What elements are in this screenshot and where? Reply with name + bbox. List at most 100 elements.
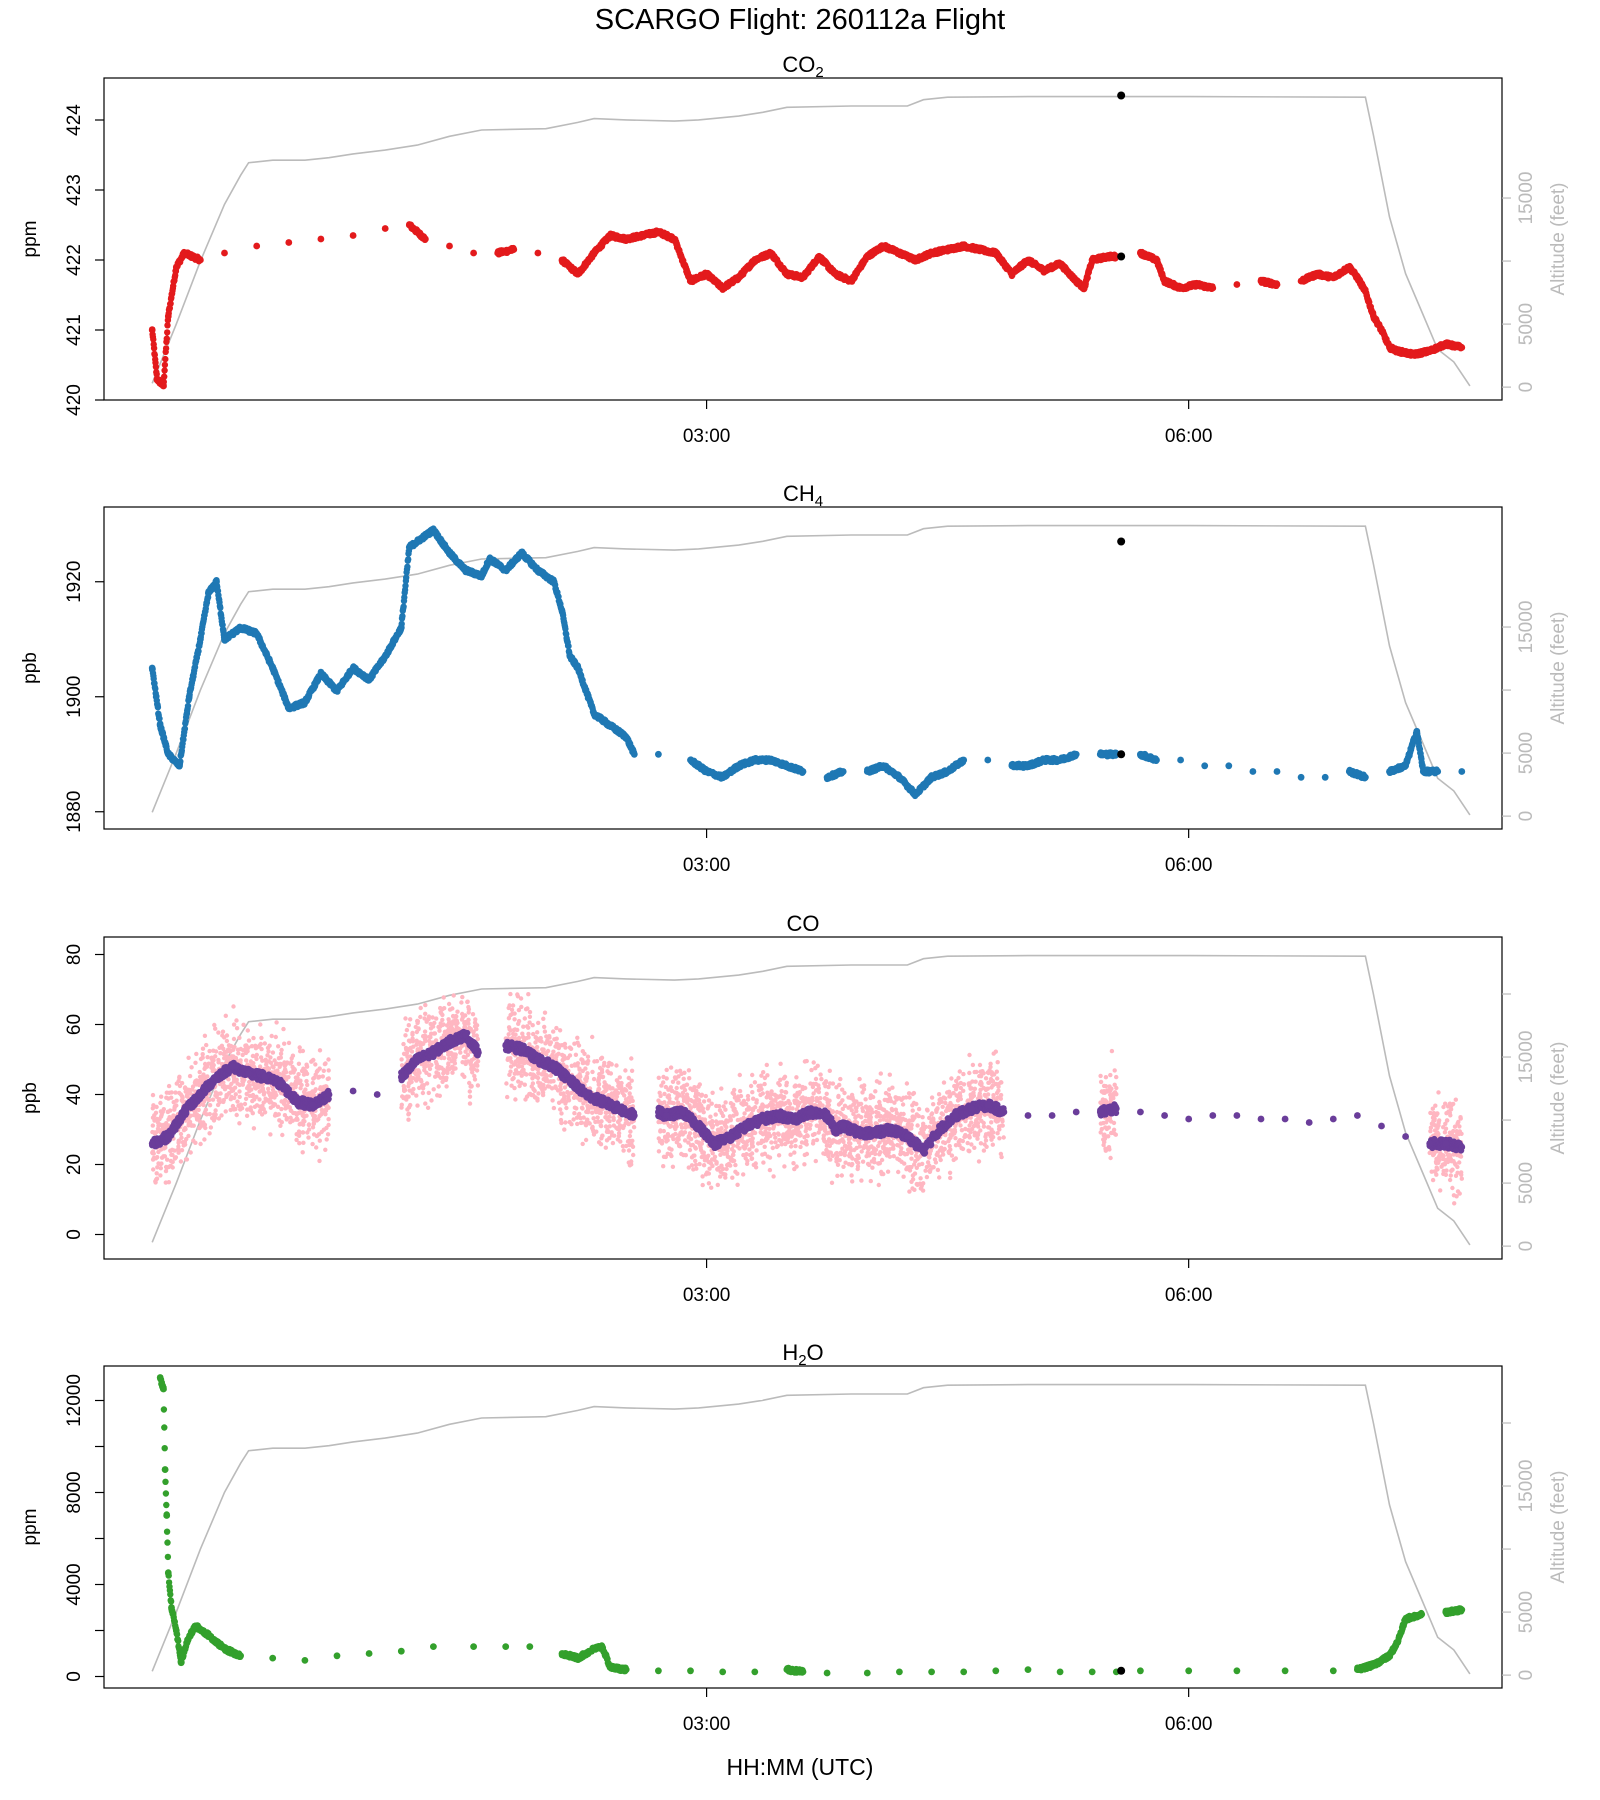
raw-point <box>155 1165 160 1170</box>
data-point <box>1249 768 1257 775</box>
data-point <box>381 225 389 232</box>
raw-point <box>150 1123 155 1128</box>
data-point <box>912 256 919 264</box>
raw-point <box>150 1150 155 1155</box>
data-point <box>928 249 935 257</box>
raw-point <box>174 1098 179 1103</box>
data-point <box>180 249 188 257</box>
raw-point <box>166 1096 171 1101</box>
data-point <box>1161 277 1168 285</box>
data-point <box>1402 762 1409 770</box>
raw-point <box>167 1090 172 1096</box>
data-point <box>1024 762 1032 770</box>
data-point <box>767 249 775 257</box>
data-point <box>799 768 807 775</box>
y-axis-label: ppb <box>20 652 41 684</box>
data-point <box>156 722 164 729</box>
data-point <box>1394 347 1401 355</box>
altitude-line-ch4 <box>151 524 1471 816</box>
data-point <box>1297 277 1305 285</box>
data-point <box>422 235 429 243</box>
data-point <box>1362 773 1369 781</box>
marker-point <box>1117 537 1126 546</box>
data-point <box>405 556 412 563</box>
data-point <box>1040 756 1048 764</box>
data-point <box>172 263 180 271</box>
data-point <box>161 361 169 369</box>
data-point <box>622 235 630 243</box>
y-axis-label: ppm <box>20 221 41 258</box>
data-point <box>285 239 293 246</box>
raw-point <box>176 1140 181 1145</box>
data-point <box>1434 768 1442 775</box>
y-tick-label: 421 <box>64 314 85 346</box>
raw-point <box>156 1161 161 1166</box>
data-point <box>558 607 566 614</box>
data-point <box>510 246 518 253</box>
data-point <box>150 345 158 352</box>
data-point <box>735 762 743 770</box>
raw-point <box>163 1168 169 1174</box>
data-point <box>478 572 485 580</box>
data-point <box>152 363 160 370</box>
data-point <box>1378 326 1385 334</box>
y2-tick-label: 0 <box>1516 811 1537 822</box>
data-point <box>349 664 357 672</box>
data-point <box>462 566 469 574</box>
data-point <box>160 382 167 390</box>
raw-point <box>150 1115 156 1120</box>
data-point <box>446 549 453 557</box>
data-point <box>1233 281 1241 288</box>
data-point <box>1413 727 1421 735</box>
data-point <box>1024 256 1032 264</box>
data-point <box>606 232 614 239</box>
data-point <box>1137 750 1144 758</box>
data-point <box>399 612 406 620</box>
marker-point <box>1117 252 1126 261</box>
data-point <box>719 284 727 292</box>
data-point <box>161 367 168 374</box>
raw-point <box>158 1100 163 1106</box>
data-point <box>896 249 903 257</box>
data-point <box>767 756 775 764</box>
plot-frame-co2 <box>103 77 1503 401</box>
raw-point <box>193 1060 198 1066</box>
raw-point <box>150 1092 156 1098</box>
data-point <box>1153 256 1160 264</box>
data-point <box>912 791 919 798</box>
data-point <box>1056 260 1064 267</box>
data-point <box>301 699 309 706</box>
data-point <box>1273 768 1281 775</box>
data-point <box>783 762 791 770</box>
data-point <box>655 228 662 236</box>
data-point <box>1257 277 1265 285</box>
data-point <box>976 246 984 253</box>
data-point <box>1386 768 1393 775</box>
data-point <box>671 235 678 243</box>
data-point <box>195 647 202 655</box>
series-co2 <box>148 221 1466 390</box>
data-point <box>1442 340 1450 348</box>
data-point <box>156 715 163 722</box>
series-ch4 <box>148 525 1466 800</box>
raw-point <box>150 1157 156 1162</box>
data-point <box>960 242 968 250</box>
data-point <box>333 687 341 695</box>
data-point <box>1458 768 1466 775</box>
data-point <box>197 256 204 264</box>
data-point <box>397 624 405 632</box>
data-point <box>1297 773 1305 781</box>
data-point <box>799 274 807 281</box>
data-point <box>751 756 759 764</box>
y2-tick-label: 0 <box>1516 382 1537 393</box>
raw-point <box>166 1164 172 1170</box>
data-point <box>1056 756 1064 764</box>
data-point <box>863 253 871 260</box>
data-point <box>221 635 228 643</box>
data-point <box>534 249 542 257</box>
data-point <box>1209 284 1217 292</box>
raw-point <box>176 1078 181 1084</box>
data-point <box>163 335 170 342</box>
